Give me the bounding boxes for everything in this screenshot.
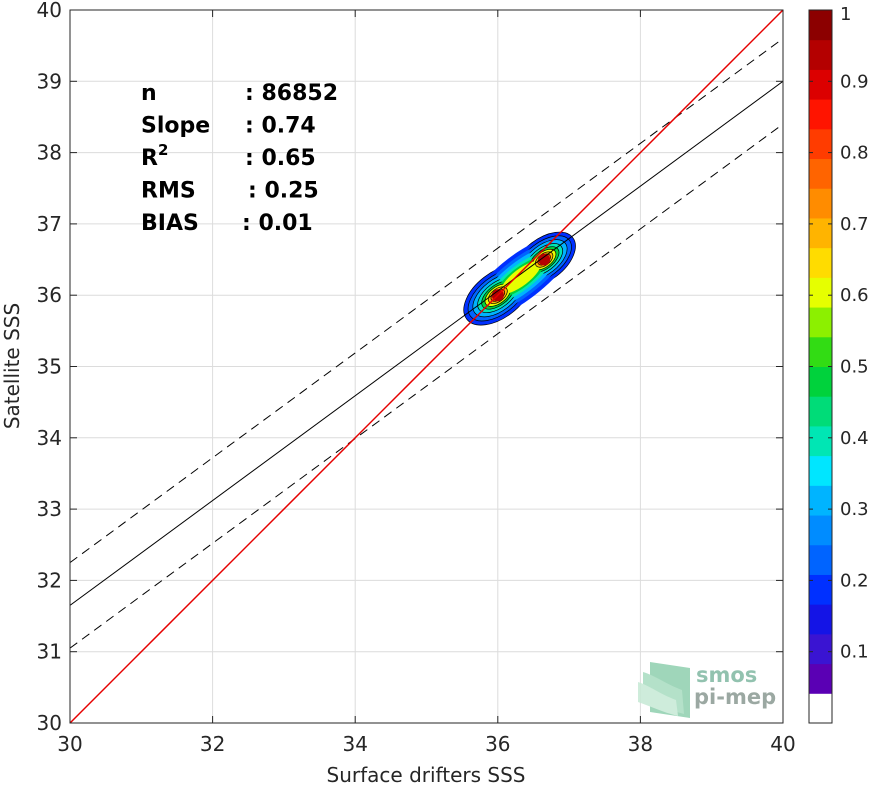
regression-line <box>70 80 783 606</box>
y-tick-label: 32 <box>37 568 62 592</box>
stat-value: : 86852 <box>245 81 338 106</box>
x-tick-label: 34 <box>342 732 367 756</box>
colorbar-tick-label: 0.8 <box>840 143 869 164</box>
axis-ticks: 30 32 34 36 38 40 30 31 32 33 34 35 36 37 38 39 40 <box>37 0 796 756</box>
colorbar-segment <box>809 574 832 605</box>
colorbar-tick-label: 0.2 <box>840 570 869 591</box>
density-contour-bridge <box>501 261 541 294</box>
colorbar-segment <box>809 247 832 278</box>
stat-label-rms: RMS <box>141 179 196 204</box>
logo-line2: pi-mep <box>694 685 776 709</box>
colorbar-segment <box>809 366 832 397</box>
stat-label-superscript: 2 <box>158 141 168 159</box>
density-peak <box>538 253 551 266</box>
colorbar-segment <box>809 10 832 41</box>
regression-lines <box>70 10 783 723</box>
stat-label-n: n <box>141 81 157 106</box>
colorbar-tick-label: 0.9 <box>840 71 869 92</box>
stat-value: : 0.01 <box>242 211 313 236</box>
stat-label-bias: BIAS <box>141 211 199 236</box>
y-axis-label: Satellite SSS <box>0 303 24 429</box>
colorbar-segment <box>809 217 832 249</box>
regression-upper-line <box>70 38 783 563</box>
colorbar-segment <box>809 425 832 457</box>
colorbar-segment <box>809 693 832 724</box>
colorbar-tick-label: 0.5 <box>840 357 869 378</box>
colorbar-segment <box>809 663 832 694</box>
colorbar-segment <box>809 277 832 308</box>
y-tick-label: 37 <box>37 212 62 236</box>
y-tick-label: 40 <box>37 0 62 22</box>
colorbar-segment <box>809 69 832 100</box>
y-tick-label: 30 <box>37 711 62 735</box>
y-tick-label: 38 <box>37 141 62 165</box>
y-tick-label: 31 <box>37 640 62 664</box>
colorbar-segment <box>809 604 832 635</box>
x-tick-label: 32 <box>200 732 225 756</box>
grid <box>69 9 784 724</box>
colorbar-segment <box>809 39 832 70</box>
stat-value: : 0.74 <box>245 114 316 139</box>
colorbar: 0.1 0.2 0.3 0.4 0.5 0.6 0.7 0.8 0.9 1 <box>808 4 869 724</box>
x-axis-label: Surface drifters SSS <box>327 763 526 787</box>
colorbar-segment <box>809 336 832 367</box>
x-tick-label: 36 <box>485 732 510 756</box>
smos-pimep-logo: smos pi-mep <box>638 662 776 718</box>
regression-lower-line <box>70 123 783 649</box>
y-tick-label: 39 <box>37 69 62 93</box>
colorbar-tick-label: 1 <box>840 4 851 25</box>
y-tick-label: 33 <box>37 497 62 521</box>
y-tick-label: 35 <box>37 355 62 379</box>
stat-value: : 0.25 <box>248 179 319 204</box>
colorbar-segment <box>809 515 832 546</box>
colorbar-segment <box>809 485 832 516</box>
colorbar-segment <box>809 307 832 338</box>
stat-label-slope: Slope <box>141 114 210 139</box>
colorbar-segment <box>809 455 832 486</box>
colorbar-segment <box>809 128 832 160</box>
logo-wave-icon <box>638 662 690 718</box>
colorbar-tick-label: 0.4 <box>840 428 869 449</box>
x-tick-label: 40 <box>770 732 795 756</box>
colorbar-tick-label: 0.6 <box>840 285 869 306</box>
x-tick-label: 30 <box>57 732 82 756</box>
y-tick-label: 34 <box>37 426 62 450</box>
colorbar-tick-label: 0.1 <box>840 642 869 663</box>
colorbar-segment <box>809 544 832 575</box>
colorbar-segment <box>809 396 832 427</box>
colorbar-segment <box>809 158 832 189</box>
colorbar-segment <box>809 99 832 130</box>
stat-value: : 0.65 <box>245 146 316 171</box>
colorbar-segment <box>809 633 832 665</box>
logo-line1: smos <box>696 663 757 687</box>
y-tick-label: 36 <box>37 283 62 307</box>
colorbar-tick-label: 0.7 <box>840 214 869 235</box>
colorbar-tick-label: 0.3 <box>840 499 869 520</box>
x-tick-label: 38 <box>628 732 653 756</box>
identity-line <box>70 10 783 723</box>
colorbar-segment <box>809 188 832 219</box>
